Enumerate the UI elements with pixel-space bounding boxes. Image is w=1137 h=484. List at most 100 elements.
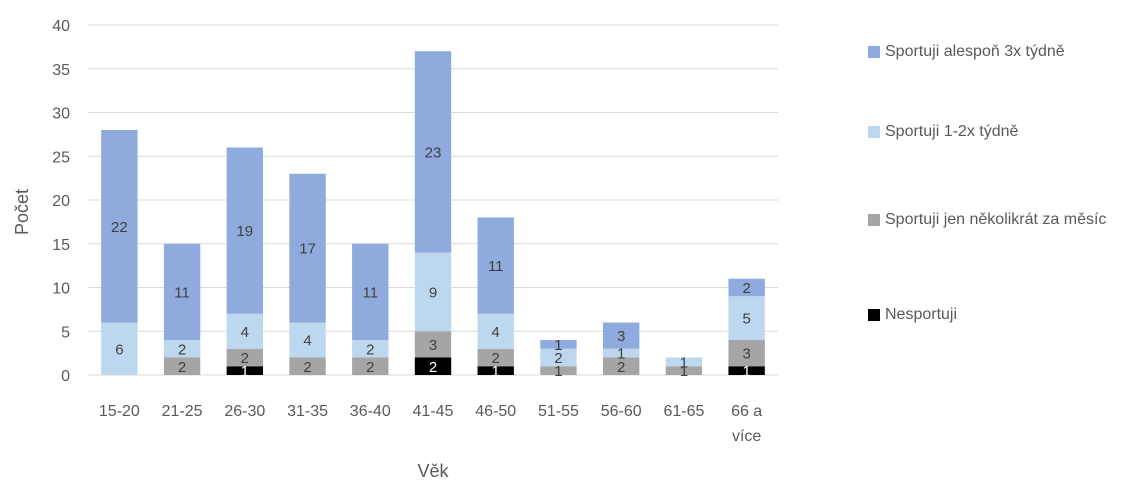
bar-segment — [728, 278, 765, 297]
data-label: 4 — [303, 333, 311, 350]
bar-segment — [226, 147, 264, 314]
data-label: 11 — [488, 258, 504, 275]
data-label: 5 — [742, 311, 750, 328]
bar-segment — [602, 322, 640, 349]
data-label: 2 — [303, 359, 311, 376]
y-tick-label: 10 — [52, 281, 70, 298]
data-label: 2 — [366, 359, 374, 376]
data-label: 2 — [178, 341, 186, 358]
data-label: 2 — [492, 350, 500, 367]
y-tick-label: 40 — [52, 18, 70, 35]
bar-segment — [226, 366, 264, 375]
data-label: 1 — [492, 363, 500, 380]
x-tick-label: 41-45 — [413, 403, 454, 420]
data-label: 19 — [236, 223, 253, 240]
legend-swatch — [868, 214, 880, 226]
bar-segment — [352, 243, 389, 340]
legend-item: Nesportuji — [868, 303, 1133, 327]
x-tick-label: 15-20 — [99, 403, 140, 420]
data-label: 4 — [492, 324, 500, 341]
data-label: 11 — [362, 284, 378, 301]
bar-segment — [163, 340, 201, 358]
bar-segment — [163, 357, 201, 375]
y-tick-label: 30 — [52, 106, 70, 123]
data-label: 1 — [680, 363, 688, 380]
data-label: 4 — [241, 324, 249, 341]
bar-segment — [540, 348, 577, 367]
y-tick-label: 5 — [61, 324, 70, 341]
data-label: 2 — [554, 350, 562, 367]
bar-segment — [477, 217, 514, 314]
data-label: 1 — [554, 363, 562, 380]
chart-svg: 6222211124192417221123923124111212131113… — [12, 18, 778, 481]
y-tick-label: 25 — [52, 149, 70, 166]
bar-segment — [602, 357, 640, 375]
legend-swatch — [868, 46, 880, 58]
bar-segment — [540, 340, 577, 349]
bar-segment — [101, 322, 138, 375]
legend-item: Sportuji 1-2x týdně — [868, 120, 1133, 144]
x-tick-label: 36-40 — [350, 403, 391, 420]
bar-segment — [602, 348, 640, 358]
data-label: 1 — [742, 363, 750, 380]
bar-segment — [289, 173, 326, 323]
y-tick-label: 0 — [61, 368, 70, 385]
y-axis-title: Počet — [12, 189, 32, 235]
data-label: 22 — [111, 219, 128, 236]
bar-segment — [477, 366, 514, 375]
legend-label: Sportuji alespoň 3x týdně — [885, 43, 1065, 60]
data-label: 6 — [115, 341, 123, 358]
bars — [101, 51, 765, 375]
data-label: 17 — [299, 241, 316, 258]
data-label: 1 — [617, 346, 625, 363]
bar-segment — [414, 357, 452, 375]
legend-item: Sportuji jen několikrát za měsíc — [868, 208, 1133, 232]
data-label: 11 — [174, 284, 190, 301]
bar-segment — [665, 357, 703, 367]
bar-segment — [728, 340, 765, 367]
bar-segment — [665, 366, 703, 375]
bar-segment — [289, 322, 326, 358]
data-label: 1 — [680, 354, 688, 371]
bar-segment — [477, 348, 514, 367]
data-label: 3 — [742, 346, 750, 363]
data-label: 23 — [425, 144, 442, 161]
bar-segment — [101, 130, 138, 323]
legend-label: Sportuji jen několikrát za měsíc — [885, 211, 1107, 228]
x-tick-label: 31-35 — [287, 403, 328, 420]
legend-item: Sportuji alespoň 3x týdně — [868, 40, 1133, 64]
data-labels: 6222211124192417221123923124111212131113… — [111, 144, 751, 380]
x-tick-label: 61-65 — [663, 403, 704, 420]
data-label: 2 — [241, 350, 249, 367]
legend-swatch — [868, 309, 880, 321]
data-label: 1 — [241, 363, 249, 380]
bar-segment — [540, 366, 577, 375]
bar-segment — [226, 313, 264, 349]
bar-segment — [226, 348, 264, 367]
data-label: 2 — [178, 359, 186, 376]
data-label: 2 — [742, 280, 750, 297]
bar-segment — [163, 243, 201, 340]
x-tick-label: 46-50 — [475, 403, 516, 420]
data-label: 3 — [617, 328, 625, 345]
x-tick-label: 66 a více — [731, 403, 762, 445]
data-label: 9 — [429, 284, 437, 301]
legend-label: Sportuji 1-2x týdně — [885, 123, 1019, 140]
x-tick-label: 21-25 — [162, 403, 203, 420]
data-label: 3 — [429, 337, 437, 354]
y-tick-label: 20 — [52, 193, 70, 210]
y-axis-ticks: 0 5 10 15 20 25 30 35 40 — [52, 18, 70, 385]
legend-swatch — [868, 126, 880, 138]
bar-segment — [477, 313, 514, 349]
x-tick-label: 51-55 — [538, 403, 579, 420]
bar-segment — [414, 252, 452, 332]
y-tick-label: 15 — [52, 237, 70, 254]
x-axis-ticks: 15-20 21-25 26-30 31-35 36-40 41-45 46-50 51-55… — [99, 403, 762, 445]
data-label: 2 — [366, 341, 374, 358]
x-axis-title: Věk — [417, 461, 449, 481]
data-label: 2 — [429, 359, 437, 376]
bar-segment — [414, 51, 452, 253]
x-tick-label: 26-30 — [224, 403, 265, 420]
data-label: 1 — [554, 337, 562, 354]
